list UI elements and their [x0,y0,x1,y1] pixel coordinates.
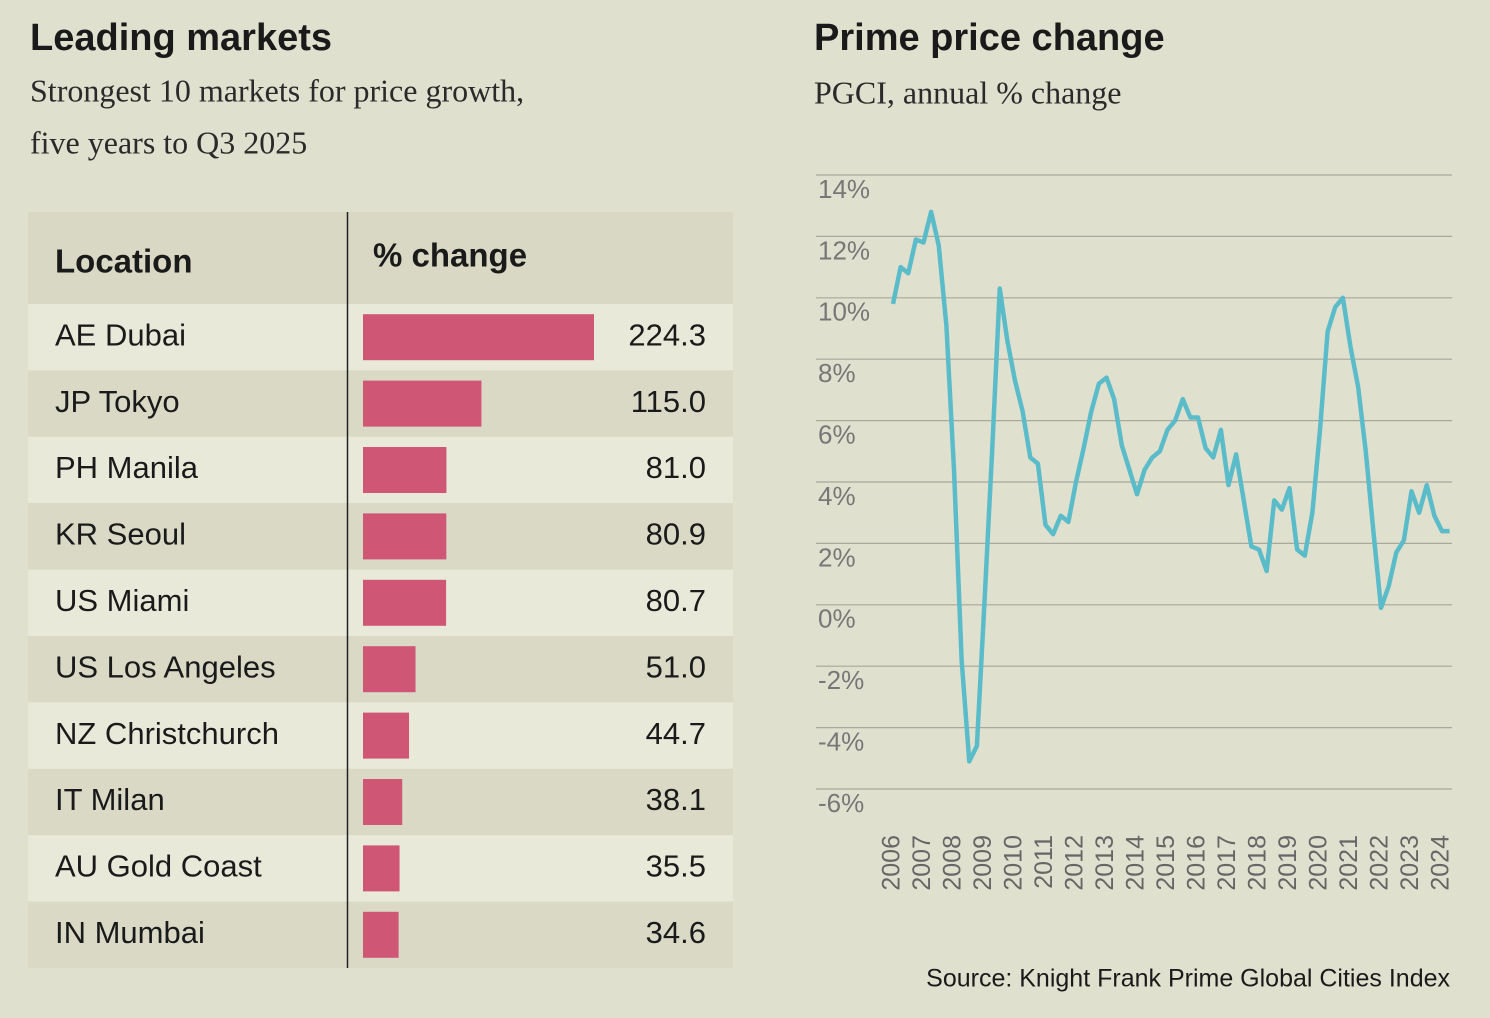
bar [363,911,399,958]
bar [363,380,482,427]
row-label: NZ Christchurch [55,716,279,751]
x-tick-label: 2013 [1091,835,1119,891]
value-label: 80.9 [646,517,706,552]
value-label: 224.3 [628,317,706,352]
row-label: KR Seoul [55,517,186,552]
x-tick-label: 2006 [878,835,906,891]
x-tick-label: 2015 [1152,835,1180,891]
y-tick-label: -2% [818,665,864,695]
bar [363,712,410,759]
chart-title: Prime price change [814,17,1165,59]
x-tick-label: 2018 [1244,835,1272,891]
value-label: 115.0 [631,384,706,419]
y-tick-label: 10% [818,297,870,327]
bar [363,646,416,693]
chart-subtitle: Strongest 10 markets for price growth, [30,72,524,108]
x-tick-label: 2023 [1396,835,1424,891]
bar [363,447,447,493]
row-label: IN Mumbai [55,915,205,950]
x-tick-label: 2019 [1274,835,1302,891]
row-label: JP Tokyo [55,384,180,419]
bar [363,845,400,892]
row-label: US Miami [55,583,189,618]
y-tick-label: -6% [818,788,864,818]
row-label: AU Gold Coast [55,849,262,884]
x-tick-label: 2021 [1335,835,1363,891]
x-tick-label: 2016 [1183,835,1211,891]
bar [363,579,447,626]
value-label: 44.7 [646,716,706,751]
value-label: 81.0 [646,450,706,485]
chart-subtitle: PGCI, annual % change [814,74,1121,110]
y-tick-label: 12% [818,235,870,265]
x-tick-label: 2022 [1366,835,1394,891]
x-tick-label: 2017 [1213,835,1241,891]
column-header: % change [373,237,527,274]
x-tick-label: 2009 [969,835,997,891]
y-tick-label: -4% [818,726,864,756]
value-label: 80.7 [646,583,706,618]
row-label: AE Dubai [55,317,186,352]
row-label: IT Milan [55,782,165,817]
chart-title: Leading markets [30,17,332,59]
x-tick-label: 2014 [1122,835,1150,891]
bar [363,314,594,361]
value-label: 35.5 [646,849,706,884]
x-tick-label: 2010 [1000,835,1028,891]
x-tick-label: 2007 [908,835,936,891]
table-header [28,212,733,304]
value-label: 34.6 [646,915,706,950]
value-label: 51.0 [646,649,706,684]
x-tick-label: 2011 [1030,835,1058,889]
line [890,209,1450,764]
y-tick-label: 4% [818,481,856,511]
y-tick-label: 6% [818,419,856,449]
column-header: Location [55,243,193,280]
x-tick-label: 2020 [1305,835,1333,891]
y-tick-label: 2% [818,542,856,572]
value-label: 38.1 [646,782,706,817]
bar [363,513,447,560]
y-tick-label: 8% [818,358,856,388]
x-tick-label: 2012 [1061,835,1089,891]
x-tick-label: 2008 [939,835,967,891]
bar [363,779,403,825]
x-tick-label: 2024 [1427,835,1455,891]
row-label: PH Manila [55,450,199,485]
y-tick-label: 0% [818,604,856,634]
y-tick-label: 14% [818,174,870,204]
row-label: US Los Angeles [55,649,276,684]
source-note: Source: Knight Frank Prime Global Cities… [926,965,1450,993]
chart-subtitle: five years to Q3 2025 [30,124,307,160]
